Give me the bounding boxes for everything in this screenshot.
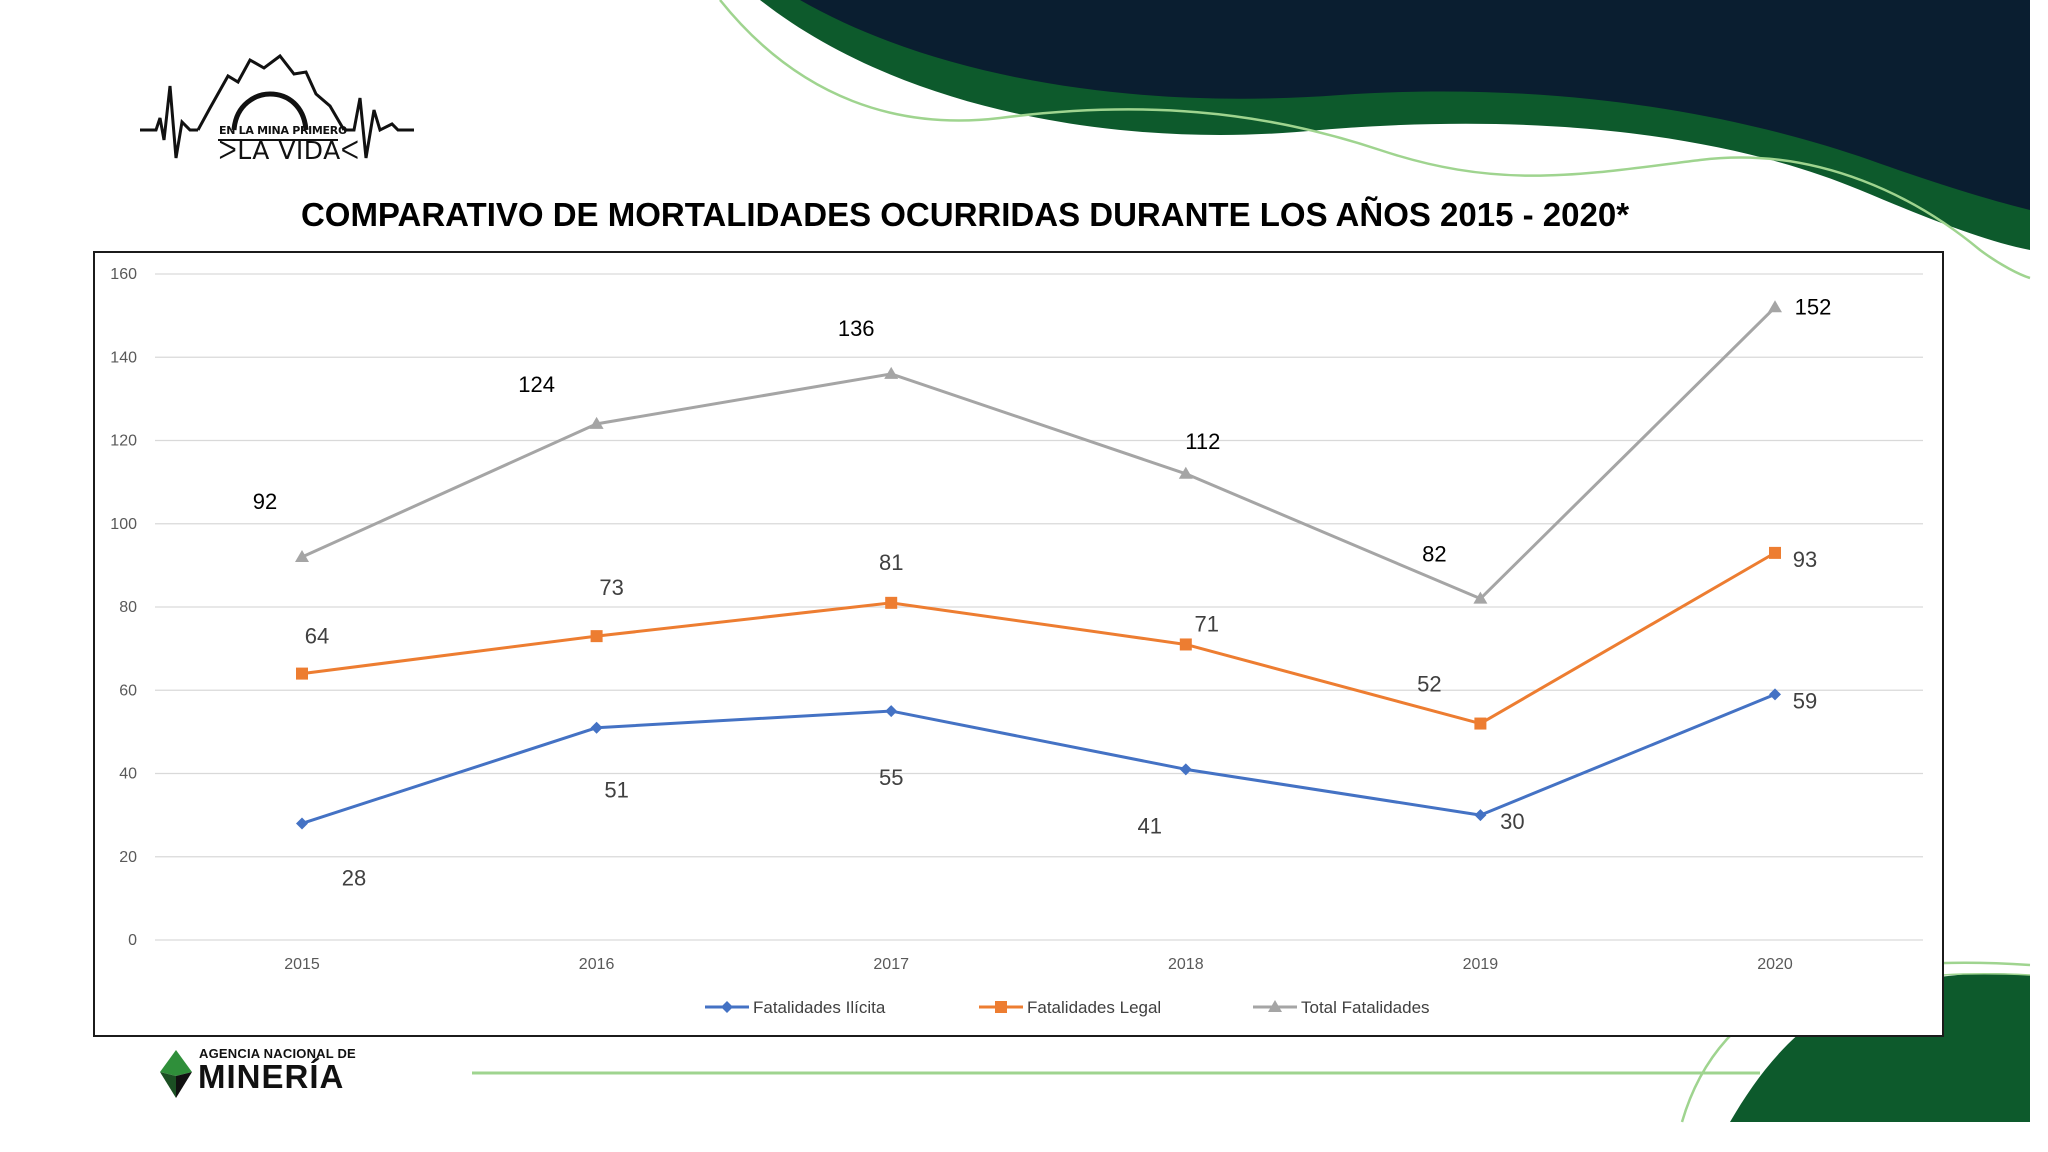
- legend-label: Fatalidades Legal: [1027, 998, 1161, 1017]
- data-point: [590, 630, 603, 643]
- data-point: [1768, 300, 1782, 313]
- data-point: [590, 721, 603, 734]
- y-tick-label: 140: [110, 349, 137, 366]
- data-label: 82: [1422, 542, 1446, 567]
- agency-name-small: AGENCIA NACIONAL DE: [199, 1046, 356, 1061]
- data-label: 51: [604, 778, 628, 803]
- x-tick-label: 2018: [1168, 956, 1204, 973]
- data-label: 124: [518, 372, 555, 397]
- data-label: 55: [879, 765, 903, 790]
- x-tick-label: 2019: [1463, 956, 1499, 973]
- data-point: [885, 596, 898, 609]
- data-point: [884, 366, 899, 379]
- data-label: 92: [253, 489, 277, 514]
- logo-slogan-small: EN LA MINA PRIMERO: [219, 124, 347, 137]
- data-label: 81: [879, 550, 903, 575]
- data-label: 28: [342, 865, 366, 890]
- data-point: [1769, 546, 1781, 559]
- legend-marker: [721, 1001, 733, 1013]
- data-label: 73: [599, 575, 623, 600]
- data-label: 64: [305, 624, 329, 649]
- y-tick-label: 40: [119, 766, 137, 783]
- data-point: [589, 416, 604, 429]
- y-tick-label: 0: [128, 932, 137, 949]
- data-label: 59: [1793, 688, 1817, 713]
- legend-marker: [1268, 1000, 1282, 1012]
- heartbeat-mountain-icon: [140, 53, 414, 159]
- data-label: 41: [1138, 813, 1162, 838]
- agency-name-large: MINERÍA: [198, 1058, 345, 1095]
- series-line: [301, 306, 1777, 601]
- logo-slogan-large: ᐳLA VIDAᐸ: [218, 136, 360, 165]
- x-tick-label: 2020: [1757, 956, 1793, 973]
- data-label: 152: [1795, 294, 1832, 319]
- data-point: [296, 667, 308, 680]
- data-point: [295, 550, 309, 563]
- line-chart: 0 20 40 60 80 100 120 140 160 2015 2016 2017 2018 201…: [110, 266, 1923, 1017]
- slide-title: COMPARATIVO DE MORTALIDADES OCURRIDAS DU…: [300, 196, 1630, 233]
- data-point: [1179, 763, 1192, 776]
- chart-frame: [93, 251, 1944, 1037]
- legend-marker: [995, 1001, 1007, 1013]
- data-label: 136: [838, 316, 875, 341]
- y-tick-label: 60: [119, 682, 137, 699]
- data-point: [1473, 591, 1488, 604]
- data-point: [1474, 809, 1487, 822]
- data-label: 93: [1793, 547, 1817, 572]
- y-tick-label: 120: [110, 433, 137, 450]
- data-point: [1178, 466, 1193, 479]
- data-point: [1474, 717, 1487, 730]
- series-line: [301, 693, 1776, 825]
- y-tick-label: 160: [110, 266, 137, 283]
- x-tick-label: 2016: [579, 956, 615, 973]
- data-point: [885, 705, 898, 718]
- data-point: [296, 817, 308, 830]
- data-point: [1179, 638, 1192, 651]
- agencia-nacional-mineria-logo: AGENCIA NACIONAL DE MINERÍA: [158, 1044, 398, 1100]
- en-la-mina-logo: EN LA MINA PRIMERO ᐳLA VIDAᐸ: [138, 48, 428, 168]
- series-line: [301, 551, 1776, 726]
- data-label: 30: [1500, 809, 1524, 834]
- legend-label: Fatalidades Ilícita: [753, 998, 886, 1017]
- legend-label: Total Fatalidades: [1301, 998, 1430, 1017]
- data-label: 71: [1195, 611, 1219, 636]
- bottom-right-wave-green: [1730, 973, 2030, 1122]
- y-tick-label: 80: [119, 599, 137, 616]
- data-label: 112: [1185, 429, 1220, 454]
- data-label: 52: [1417, 672, 1441, 697]
- x-tick-label: 2017: [873, 956, 909, 973]
- top-right-thin-line: [719, 0, 2031, 280]
- y-tick-label: 100: [110, 516, 137, 533]
- x-tick-label: 2015: [284, 956, 320, 973]
- agency-diamond-icon: [160, 1050, 192, 1098]
- data-point: [1769, 688, 1781, 701]
- top-right-wave-navy: [800, 0, 2030, 210]
- y-tick-label: 20: [119, 849, 137, 866]
